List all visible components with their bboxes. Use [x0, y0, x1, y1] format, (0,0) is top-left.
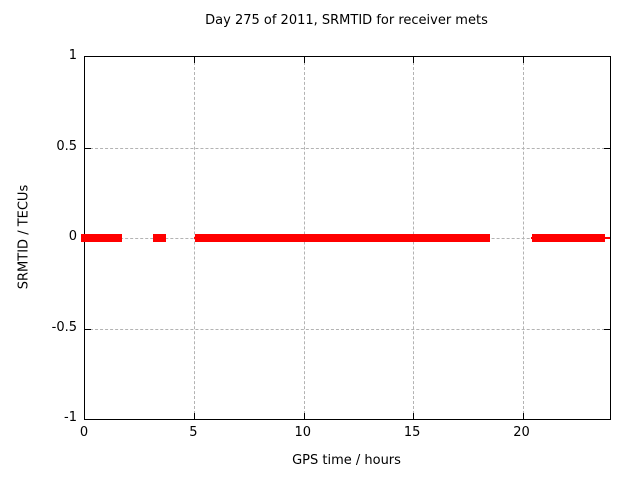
x-tick-top	[194, 57, 196, 63]
y-tick-left	[85, 147, 91, 149]
x-tick-bottom	[303, 413, 305, 419]
x-tick-top	[413, 57, 415, 63]
chart-title: Day 275 of 2011, SRMTID for receiver met…	[205, 13, 488, 28]
y-axis-label: SRMTID / TECUs	[16, 184, 32, 290]
plot-area	[81, 56, 611, 420]
y-tick-right	[604, 147, 610, 149]
y-tick-label: 1	[68, 48, 77, 63]
x-axis-label: GPS time / hours	[292, 453, 401, 468]
x-tick-bottom	[194, 413, 196, 419]
x-tick-label: 10	[294, 425, 312, 440]
data-segment	[194, 234, 491, 242]
data-segment	[531, 234, 606, 242]
y-tick-label: 0	[68, 229, 77, 244]
y-gridline	[85, 147, 610, 149]
y-tick-label: -1	[64, 410, 77, 425]
x-tick-top	[303, 57, 305, 63]
data-segment-thin	[601, 237, 610, 239]
x-tick-bottom	[413, 413, 415, 419]
x-tick-top	[522, 57, 524, 63]
data-segment	[81, 234, 122, 242]
x-tick-label: 0	[79, 425, 89, 440]
y-tick-label: 0.5	[56, 138, 77, 154]
x-tick-label: 15	[403, 425, 421, 440]
y-tick-label: -0.5	[51, 319, 77, 335]
y-gridline	[85, 328, 610, 330]
data-segment	[153, 234, 166, 242]
x-tick-bottom	[522, 413, 524, 419]
y-tick-right	[604, 328, 610, 330]
y-tick-left	[85, 328, 91, 330]
x-tick-label: 20	[513, 425, 530, 440]
x-tick-label: 5	[189, 425, 198, 440]
